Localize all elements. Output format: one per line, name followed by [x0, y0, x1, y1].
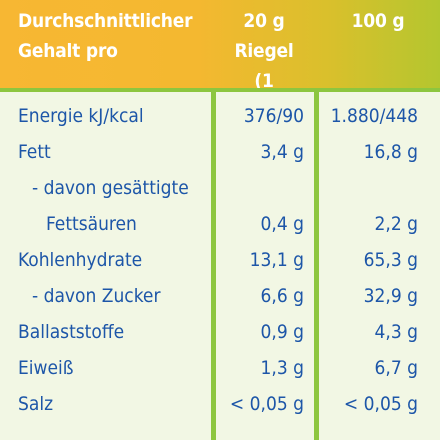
per100-column-panel: [319, 92, 440, 440]
per100-value: 4,3 g: [374, 321, 418, 343]
table-row: Fettsäuren 0,4 g 2,2 g: [0, 206, 440, 242]
portion-column-panel: [216, 92, 314, 440]
per100-value: 2,2 g: [374, 213, 418, 235]
table-row: Salz < 0,05 g < 0,05 g: [0, 386, 440, 422]
portion-value: 0,9 g: [260, 321, 304, 343]
nutrient-label: Eiweiß: [18, 357, 74, 379]
portion-value: 13,1 g: [249, 249, 304, 271]
table-header: Durchschnittlicher Gehalt pro 20 g Riege…: [0, 0, 440, 122]
per100-value: 32,9 g: [363, 285, 418, 307]
header-label-line1: Durchschnittlicher: [18, 10, 193, 32]
header-per100: 100 g: [351, 10, 405, 32]
nutrient-label: Energie kJ/kcal: [18, 105, 144, 127]
per100-value: 16,8 g: [363, 141, 418, 163]
label-column-panel: [0, 92, 211, 440]
header-portion-line1: 20 g Riegel: [234, 10, 294, 62]
table-row: Kohlenhydrate 13,1 g 65,3 g: [0, 242, 440, 278]
header-per100-column: 100 g: [316, 6, 440, 36]
nutrient-label: - davon gesättigte: [32, 177, 189, 199]
portion-value: 376/90: [243, 105, 304, 127]
nutrient-label: - davon Zucker: [32, 285, 161, 307]
nutrient-label: Fettsäuren: [46, 213, 137, 235]
table-row: Ballaststoffe 0,9 g 4,3 g: [0, 314, 440, 350]
header-label-line2: Gehalt pro: [18, 40, 118, 62]
nutrient-label: Fett: [18, 141, 51, 163]
per100-value: 6,7 g: [374, 357, 418, 379]
portion-value: 3,4 g: [260, 141, 304, 163]
portion-value: 1,3 g: [260, 357, 304, 379]
table-row: Energie kJ/kcal 376/90 1.880/448: [0, 98, 440, 134]
nutrient-label: Kohlenhydrate: [18, 249, 143, 271]
table-row: - davon Zucker 6,6 g 32,9 g: [0, 278, 440, 314]
portion-value: < 0,05 g: [229, 393, 304, 415]
table-row: Fett 3,4 g 16,8 g: [0, 134, 440, 170]
table-row: - davon gesättigte: [0, 170, 440, 206]
portion-value: 0,4 g: [260, 213, 304, 235]
portion-value: 6,6 g: [260, 285, 304, 307]
nutrient-label: Ballaststoffe: [18, 321, 125, 343]
per100-value: 65,3 g: [363, 249, 418, 271]
table-row: Eiweiß 1,3 g 6,7 g: [0, 350, 440, 386]
per100-value: < 0,05 g: [343, 393, 418, 415]
nutrient-label: Salz: [18, 393, 54, 415]
per100-value: 1.880/448: [330, 105, 418, 127]
header-label-column: Durchschnittlicher Gehalt pro: [18, 6, 218, 66]
